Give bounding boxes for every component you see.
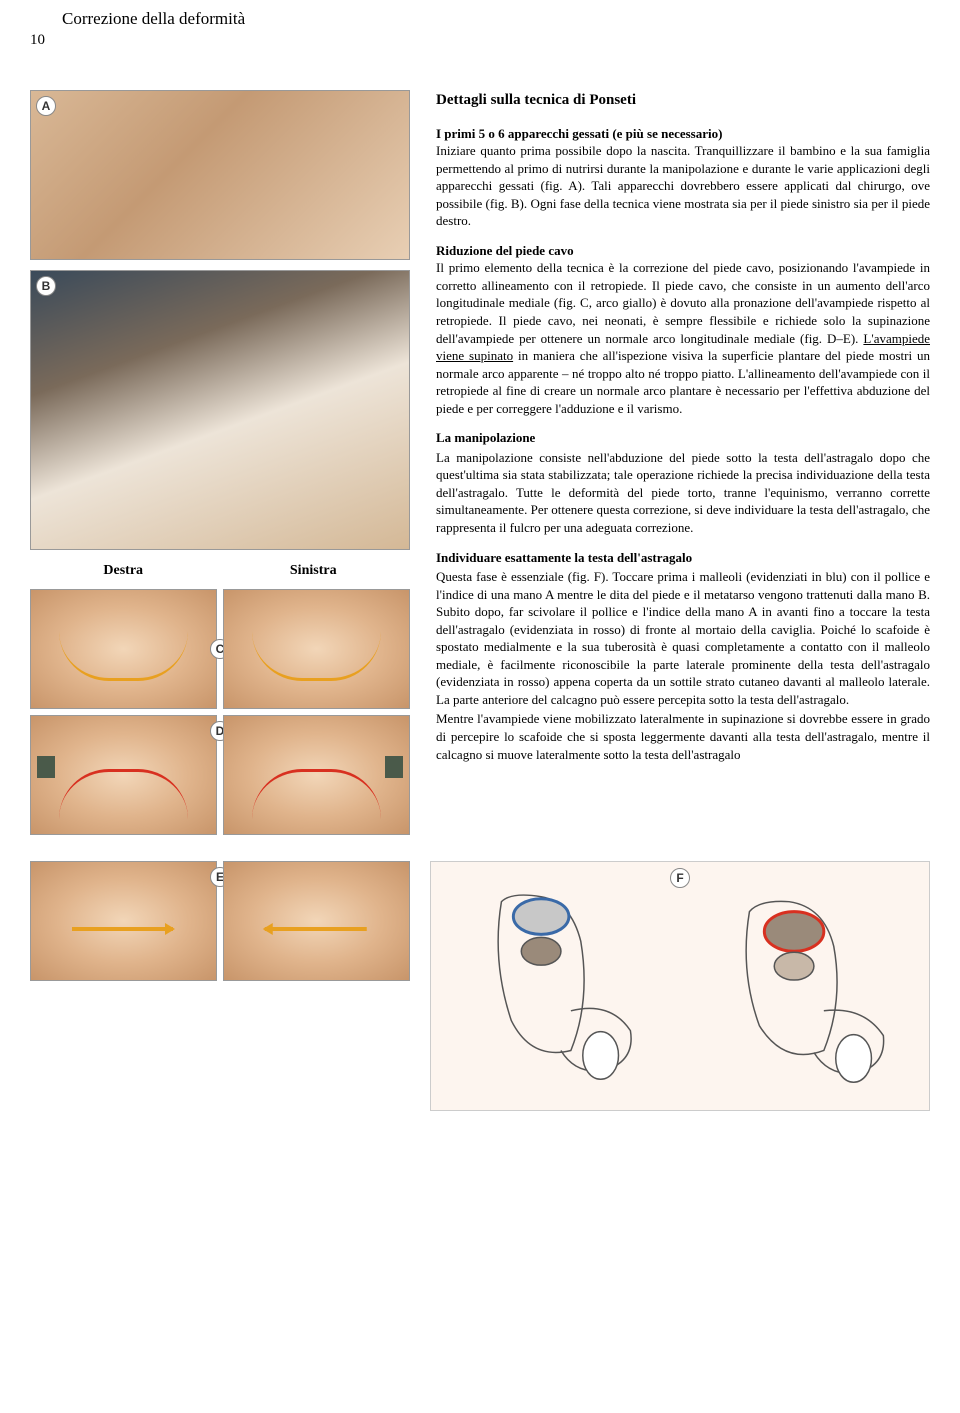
figure-d-left xyxy=(223,715,410,835)
figure-a: A xyxy=(30,90,410,260)
chapter-title: Correzione della deformità xyxy=(62,8,245,31)
left-image-column: A B Destra Sinistra C D xyxy=(30,90,410,841)
intro-lead: I primi 5 o 6 apparecchi gessati (e più … xyxy=(436,126,722,141)
figure-b: B xyxy=(30,270,410,550)
reduction-text-1: Il primo elemento della tecnica è la cor… xyxy=(436,260,930,345)
figure-d-right xyxy=(30,715,217,835)
figure-e-left xyxy=(223,861,410,981)
destra-sinistra-row: Destra Sinistra xyxy=(30,562,410,581)
figure-d-row: D xyxy=(30,715,410,835)
reduction-lead: Riduzione del piede cavo xyxy=(436,243,574,258)
figure-c-right xyxy=(30,589,217,709)
figure-label-a: A xyxy=(36,96,56,116)
locate-text-2: Mentre l'avampiede viene mobilizzato lat… xyxy=(436,710,930,763)
locate-lead: Individuare esattamente la testa dell'as… xyxy=(436,549,930,567)
figure-e-right xyxy=(30,861,217,981)
page-header: 10 Correzione della deformità xyxy=(30,8,930,50)
manip-lead: La manipolazione xyxy=(436,429,930,447)
figure-f-diagram: F xyxy=(430,861,930,1111)
section-title: Dettagli sulla tecnica di Ponseti xyxy=(436,90,930,110)
figure-c-left xyxy=(223,589,410,709)
manip-text: La manipolazione consiste nell'abduzione… xyxy=(436,449,930,537)
intro-paragraph: I primi 5 o 6 apparecchi gessati (e più … xyxy=(436,125,930,230)
figure-c-row: C xyxy=(30,589,410,709)
text-column: Dettagli sulla tecnica di Ponseti I prim… xyxy=(436,90,930,841)
figure-e-row: E xyxy=(30,861,410,981)
bottom-row: E F xyxy=(30,861,930,1111)
figure-label-b: B xyxy=(36,276,56,296)
page-number: 10 xyxy=(30,30,62,50)
label-sinistra: Sinistra xyxy=(290,562,337,581)
label-destra: Destra xyxy=(103,562,143,581)
locate-text-1: Questa fase è essenziale (fig. F). Tocca… xyxy=(436,568,930,708)
reduction-paragraph: Riduzione del piede cavo Il primo elemen… xyxy=(436,242,930,417)
intro-text: Iniziare quanto prima possibile dopo la … xyxy=(436,143,930,228)
